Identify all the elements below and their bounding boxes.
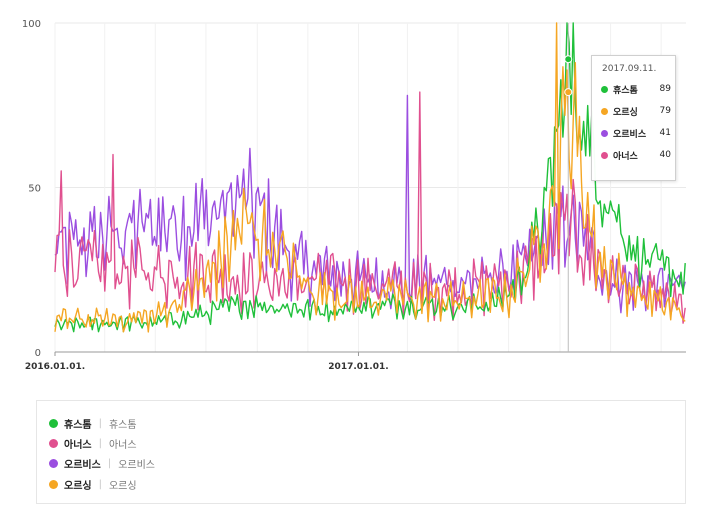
series-dot-icon xyxy=(49,479,58,489)
chart-tooltip: 2017.09.11. 휴스톰 89 오르싱 79 오르비스 41 아너스 40 xyxy=(591,55,676,181)
legend-separator: | xyxy=(98,417,102,429)
legend-item-orsing[interactable]: 오르싱 | 오르싱 xyxy=(49,476,137,492)
x-tick-label: 2017.01.01. xyxy=(328,362,388,372)
series-dot-icon xyxy=(601,151,608,159)
series-dot-icon xyxy=(49,418,58,428)
legend-series-name: 오르싱 xyxy=(64,480,92,492)
series-line xyxy=(54,91,686,324)
tooltip-series-value: 79 xyxy=(659,106,671,116)
legend-series-alias: 휴스톰 xyxy=(108,419,137,431)
hover-point xyxy=(564,55,573,64)
legend-item-hustorm[interactable]: 휴스톰 | 휴스톰 xyxy=(49,415,137,431)
tooltip-row: 휴스톰 89 xyxy=(601,82,671,96)
tooltip-row: 아너스 40 xyxy=(601,148,671,162)
legend-series-name: 휴스톰 xyxy=(64,419,92,431)
tooltip-series-value: 41 xyxy=(659,128,671,138)
line-chart: 0 50 100 2016.01.01. 2017.01.01. xyxy=(22,19,686,372)
legend-series-name: 아너스 xyxy=(64,439,92,451)
tooltip-row: 오르비스 41 xyxy=(601,126,671,140)
legend-series-alias: 오르비스 xyxy=(118,459,155,471)
series-dot-icon xyxy=(601,107,608,115)
series-line xyxy=(54,94,686,314)
tooltip-series-name: 아너스 xyxy=(613,151,638,162)
tooltip-date: 2017.09.11. xyxy=(602,64,657,74)
y-tick-label: 0 xyxy=(35,348,41,359)
x-tick-label: 2016.01.01. xyxy=(25,362,85,372)
legend-series-alias: 아너스 xyxy=(108,439,137,451)
series-dot-icon xyxy=(49,458,58,468)
legend-series-alias: 오르싱 xyxy=(108,480,137,492)
tooltip-series-name: 오르비스 xyxy=(613,129,647,140)
series-dot-icon xyxy=(49,438,58,448)
legend-series-name: 오르비스 xyxy=(64,459,101,471)
tooltip-series-value: 40 xyxy=(659,150,671,160)
tooltip-series-value: 89 xyxy=(659,84,671,94)
y-tick-label: 50 xyxy=(28,184,41,195)
legend-separator: | xyxy=(98,437,102,449)
series-dot-icon xyxy=(601,85,608,93)
legend-separator: | xyxy=(107,457,112,469)
series-dot-icon xyxy=(601,129,608,137)
y-tick-label: 100 xyxy=(22,19,41,30)
legend-item-honors[interactable]: 아너스 | 아너스 xyxy=(49,435,137,451)
legend-item-orbis[interactable]: 오르비스 | 오르비스 xyxy=(49,455,155,471)
hover-point xyxy=(564,88,573,97)
tooltip-series-name: 휴스톰 xyxy=(613,85,638,96)
tooltip-row: 오르싱 79 xyxy=(601,104,671,118)
legend: 휴스톰 | 휴스톰 아너스 | 아너스 오르비스 | 오르비스 오르싱 | 오르… xyxy=(36,400,686,504)
series-line xyxy=(54,22,686,333)
tooltip-series-name: 오르싱 xyxy=(613,107,638,118)
legend-separator: | xyxy=(98,478,102,490)
